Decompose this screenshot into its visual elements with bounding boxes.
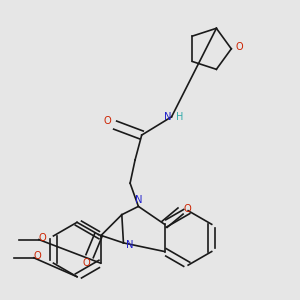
Text: H: H xyxy=(176,112,184,122)
Text: O: O xyxy=(236,42,243,52)
Text: N: N xyxy=(164,112,171,122)
Text: O: O xyxy=(34,251,42,261)
Text: N: N xyxy=(135,195,143,206)
Text: O: O xyxy=(184,204,192,214)
Text: O: O xyxy=(39,233,47,243)
Text: N: N xyxy=(126,240,133,250)
Text: O: O xyxy=(82,259,90,269)
Text: O: O xyxy=(104,116,112,126)
